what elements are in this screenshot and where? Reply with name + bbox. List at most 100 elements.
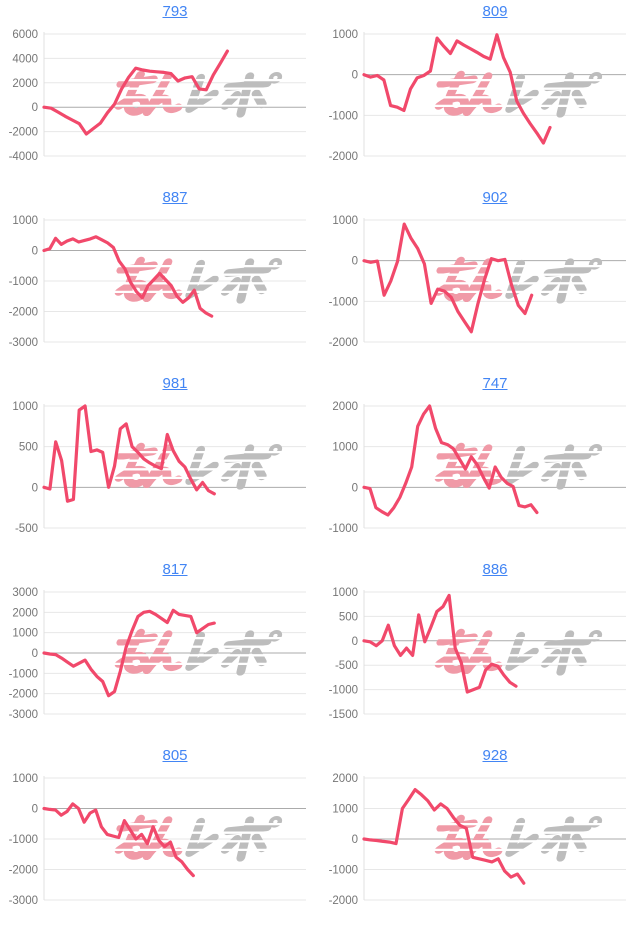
gridlines: 2000 1000 0 -1000 -2000 bbox=[329, 773, 626, 907]
watermark-gray-glyphs bbox=[185, 71, 283, 118]
y-axis-tick-label: -500 bbox=[335, 660, 358, 672]
chart-title-link[interactable]: 747 bbox=[482, 375, 508, 392]
y-axis-tick-label: -2000 bbox=[9, 127, 38, 139]
watermark-gray-glyphs bbox=[505, 443, 603, 490]
chart-title-row: 805 bbox=[44, 744, 306, 770]
watermark-gray-glyphs bbox=[505, 257, 603, 304]
chart-title-link[interactable]: 886 bbox=[482, 561, 508, 578]
line-chart-747: 2000 1000 0 -1000 bbox=[329, 401, 626, 535]
watermark-pink-glyphs bbox=[434, 442, 503, 489]
watermark-gray-glyphs bbox=[505, 629, 603, 676]
series-line bbox=[362, 788, 526, 885]
chart-cell-747: 747 2000 1000 0 -1000 bbox=[320, 372, 640, 558]
chart-title-link[interactable]: 928 bbox=[482, 747, 508, 764]
chart-title-row: 902 bbox=[364, 186, 626, 212]
y-axis-tick-label: -3000 bbox=[9, 895, 38, 907]
y-axis-tick-label: -1000 bbox=[329, 865, 358, 877]
watermark-gray-glyphs bbox=[185, 257, 283, 304]
y-axis-tick-label: -1000 bbox=[9, 276, 38, 288]
series-line bbox=[42, 404, 216, 503]
chart-title-row: 886 bbox=[364, 558, 626, 584]
y-axis-tick-label: 4000 bbox=[12, 53, 38, 65]
chart-title-link[interactable]: 981 bbox=[162, 375, 188, 392]
chart-title-row: 981 bbox=[44, 372, 306, 398]
y-axis-tick-label: 1000 bbox=[12, 401, 38, 413]
line-chart-981: 1000 500 0 -500 bbox=[12, 401, 306, 535]
line-chart-928: 2000 1000 0 -1000 -2000 bbox=[329, 773, 626, 907]
watermark-gray-glyphs bbox=[185, 443, 283, 490]
minrepo-watermark-logo bbox=[434, 814, 603, 862]
chart-title-link[interactable]: 793 bbox=[162, 3, 188, 20]
y-axis-tick-label: 0 bbox=[352, 636, 358, 648]
y-axis-tick-label: 1000 bbox=[332, 215, 358, 227]
y-axis-tick-label: -3000 bbox=[9, 337, 38, 349]
line-chart-793: 6000 4000 2000 0 -2000 -4000 bbox=[9, 29, 306, 163]
y-axis-tick-label: 0 bbox=[352, 70, 358, 82]
series-line bbox=[42, 802, 195, 878]
y-axis-tick-label: 0 bbox=[32, 482, 38, 494]
y-axis-tick-label: 0 bbox=[32, 246, 38, 258]
gridlines: 6000 4000 2000 0 -2000 -4000 bbox=[9, 29, 306, 163]
y-axis-tick-label: 6000 bbox=[12, 29, 38, 41]
chart-cell-809: 809 1000 0 -1000 -2000 bbox=[320, 0, 640, 186]
line-chart-887: 1000 0 -1000 -2000 -3000 bbox=[9, 215, 306, 349]
chart-title-link[interactable]: 887 bbox=[162, 189, 188, 206]
minrepo-watermark-logo bbox=[114, 442, 283, 490]
y-axis-tick-label: 500 bbox=[339, 611, 358, 623]
y-axis-tick-label: 1000 bbox=[12, 215, 38, 227]
y-axis-tick-label: -2000 bbox=[329, 151, 358, 163]
chart-cell-886: 886 1000 500 0 -500 -1000 -1500 bbox=[320, 558, 640, 744]
gridlines: 1000 0 -1000 -2000 bbox=[329, 29, 626, 163]
y-axis-tick-label: -1000 bbox=[9, 834, 38, 846]
chart-title-link[interactable]: 817 bbox=[162, 561, 188, 578]
y-axis-tick-label: 2000 bbox=[12, 78, 38, 90]
gridlines: 1000 0 -1000 -2000 -3000 bbox=[9, 215, 306, 349]
chart-cell-817: 817 3000 2000 1000 0 -1000 -2000 -3000 bbox=[0, 558, 320, 744]
y-axis-tick-label: -1000 bbox=[329, 110, 358, 122]
y-axis-tick-label: -2000 bbox=[329, 337, 358, 349]
watermark-gray-glyphs bbox=[185, 815, 283, 862]
chart-cell-793: 793 6000 4000 2000 0 -2000 -4000 bbox=[0, 0, 320, 186]
y-axis-tick-label: 500 bbox=[19, 442, 38, 454]
chart-title-link[interactable]: 902 bbox=[482, 189, 508, 206]
y-axis-tick-label: -1500 bbox=[329, 709, 358, 721]
y-axis-tick-label: -1000 bbox=[329, 296, 358, 308]
y-axis-tick-label: -500 bbox=[15, 523, 38, 535]
series-line bbox=[362, 33, 552, 145]
watermark-pink-glyphs bbox=[434, 628, 503, 675]
y-axis-tick-label: -1000 bbox=[9, 668, 38, 680]
y-axis-tick-label: -4000 bbox=[9, 151, 38, 163]
series-line bbox=[362, 222, 534, 334]
line-chart-805: 1000 0 -1000 -2000 -3000 bbox=[9, 773, 306, 907]
chart-cell-887: 887 1000 0 -1000 -2000 -3000 bbox=[0, 186, 320, 372]
chart-title-link[interactable]: 809 bbox=[482, 3, 508, 20]
line-chart-817: 3000 2000 1000 0 -1000 -2000 -3000 bbox=[9, 587, 306, 721]
chart-title-row: 928 bbox=[364, 744, 626, 770]
y-axis-tick-label: -3000 bbox=[9, 709, 38, 721]
y-axis-tick-label: 0 bbox=[352, 256, 358, 268]
y-axis-tick-label: 2000 bbox=[12, 607, 38, 619]
chart-cell-805: 805 1000 0 -1000 -2000 -3000 bbox=[0, 744, 320, 930]
minrepo-watermark-logo bbox=[434, 442, 603, 490]
y-axis-tick-label: 1000 bbox=[12, 628, 38, 640]
y-axis-tick-label: 3000 bbox=[12, 587, 38, 599]
watermark-gray-glyphs bbox=[185, 629, 283, 676]
y-axis-tick-label: 1000 bbox=[332, 442, 358, 454]
y-axis-tick-label: -1000 bbox=[329, 685, 358, 697]
line-chart-886: 1000 500 0 -500 -1000 -1500 bbox=[329, 587, 626, 721]
y-axis-tick-label: 0 bbox=[352, 482, 358, 494]
watermark-pink-glyphs bbox=[434, 256, 503, 303]
line-chart-902: 1000 0 -1000 -2000 bbox=[329, 215, 626, 349]
y-axis-tick-label: 1000 bbox=[332, 804, 358, 816]
series-line bbox=[362, 593, 518, 694]
series-line bbox=[42, 235, 214, 318]
watermark-pink-glyphs bbox=[114, 628, 183, 675]
chart-title-link[interactable]: 805 bbox=[162, 747, 188, 764]
watermark-gray-glyphs bbox=[505, 815, 603, 862]
minrepo-watermark-logo bbox=[434, 70, 603, 118]
chart-cell-928: 928 2000 1000 0 -1000 -2000 bbox=[320, 744, 640, 930]
chart-title-row: 817 bbox=[44, 558, 306, 584]
chart-title-row: 793 bbox=[44, 0, 306, 26]
y-axis-tick-label: -2000 bbox=[9, 307, 38, 319]
